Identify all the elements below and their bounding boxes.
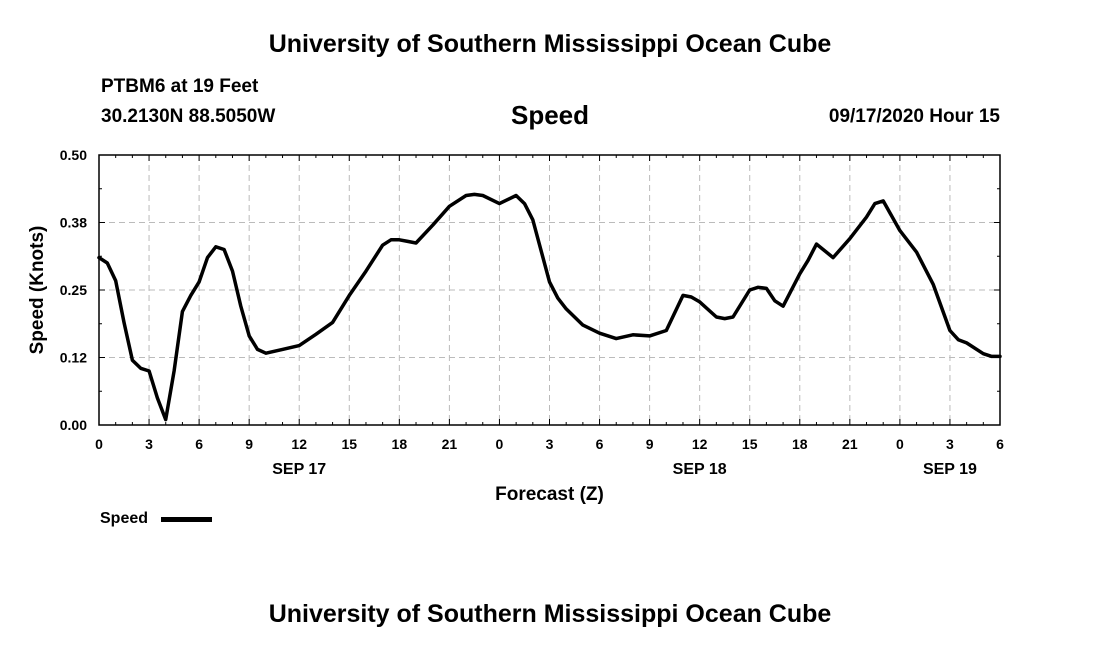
location-label: 30.2130N 88.5050W — [101, 106, 276, 127]
x-tick-label: 0 — [896, 436, 904, 452]
x-axis-label: Forecast (Z) — [495, 484, 604, 505]
variable-title: Speed — [510, 100, 590, 130]
station-label: PTBM6 at 19 Feet — [101, 76, 259, 97]
x-tick-label: 21 — [442, 436, 458, 452]
y-tick-label: 0.25 — [60, 282, 87, 298]
x-tick-label: 18 — [792, 436, 808, 452]
x-tick-label: 6 — [996, 436, 1004, 452]
legend-line-swatch — [161, 517, 212, 522]
chart-title-bottom: University of Southern Mississippi Ocean… — [268, 600, 832, 628]
x-tick-label: 9 — [646, 436, 654, 452]
x-tick-label: 0 — [95, 436, 103, 452]
y-tick-label: 0.38 — [60, 215, 87, 231]
x-tick-label: 3 — [946, 436, 954, 452]
x-tick-label: 0 — [496, 436, 504, 452]
x-tick-label: 3 — [546, 436, 554, 452]
y-tick-label: 0.50 — [60, 147, 87, 163]
x-tick-label: 12 — [291, 436, 307, 452]
x-tick-label: 21 — [842, 436, 858, 452]
x-date-label: SEP 18 — [673, 461, 727, 478]
y-axis-label: Speed (Knots) — [27, 226, 48, 355]
x-tick-label: 6 — [195, 436, 203, 452]
x-tick-label: 15 — [742, 436, 758, 452]
x-date-label: SEP 17 — [272, 461, 326, 478]
speed-series-line — [97, 192, 1002, 422]
x-date-label: SEP 19 — [923, 461, 977, 478]
x-tick-label: 9 — [245, 436, 253, 452]
legend-label: Speed — [100, 510, 149, 527]
x-tick-label: 3 — [145, 436, 153, 452]
x-tick-label: 15 — [341, 436, 357, 452]
y-tick-label: 0.00 — [60, 417, 87, 433]
y-tick-label: 0.12 — [60, 350, 87, 366]
timestamp-label: 09/17/2020 Hour 15 — [828, 106, 1000, 127]
chart-title-top: University of Southern Mississippi Ocean… — [268, 30, 832, 58]
x-tick-label: 12 — [692, 436, 708, 452]
x-tick-label: 18 — [392, 436, 408, 452]
x-tick-label: 6 — [596, 436, 604, 452]
